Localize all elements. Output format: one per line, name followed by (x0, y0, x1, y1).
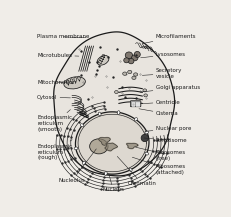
Text: Nuclear pore: Nuclear pore (144, 126, 190, 131)
Polygon shape (104, 143, 117, 151)
Ellipse shape (125, 52, 132, 59)
Text: Centriole: Centriole (140, 100, 180, 105)
Ellipse shape (142, 89, 146, 92)
Ellipse shape (82, 161, 85, 164)
Ellipse shape (98, 112, 101, 116)
Ellipse shape (133, 73, 137, 76)
Text: Chromatin: Chromatin (117, 156, 155, 186)
Ellipse shape (129, 168, 131, 171)
Ellipse shape (89, 139, 108, 154)
Ellipse shape (134, 51, 140, 58)
Ellipse shape (123, 58, 128, 63)
Text: Plasma membrane: Plasma membrane (37, 35, 89, 39)
Text: Microtubules: Microtubules (37, 53, 79, 58)
Text: Endoplasmic
reticulum
(smooth): Endoplasmic reticulum (smooth) (37, 110, 72, 132)
Text: Lysosomes: Lysosomes (140, 52, 185, 58)
FancyBboxPatch shape (130, 101, 140, 107)
Text: Cisterna: Cisterna (138, 109, 178, 116)
Ellipse shape (74, 147, 78, 150)
Text: Endoplasmic
reticulum
(rough): Endoplasmic reticulum (rough) (37, 140, 72, 161)
Ellipse shape (144, 152, 148, 155)
Text: Secretory
vesicle: Secretory vesicle (142, 68, 181, 79)
Text: Cytosol: Cytosol (37, 95, 70, 100)
Ellipse shape (104, 172, 107, 175)
Ellipse shape (114, 90, 118, 94)
Ellipse shape (127, 70, 131, 74)
Polygon shape (75, 112, 148, 174)
Text: Nucleus: Nucleus (102, 174, 124, 192)
Ellipse shape (80, 124, 83, 127)
Text: Microfilaments: Microfilaments (142, 35, 195, 44)
Polygon shape (54, 32, 174, 176)
Ellipse shape (97, 56, 108, 65)
Ellipse shape (117, 111, 119, 114)
Text: Golgi apparatus: Golgi apparatus (140, 85, 199, 92)
Ellipse shape (122, 72, 126, 75)
Polygon shape (98, 138, 110, 145)
Ellipse shape (131, 76, 135, 79)
Ellipse shape (144, 131, 148, 134)
Ellipse shape (131, 55, 137, 61)
Text: Ribosomes
(free): Ribosomes (free) (135, 147, 185, 161)
Ellipse shape (128, 58, 133, 64)
Text: Nucleolus: Nucleolus (58, 149, 96, 183)
Text: Peroxisome: Peroxisome (143, 138, 186, 143)
Ellipse shape (143, 94, 147, 97)
Text: Mitochondrion: Mitochondrion (37, 79, 76, 84)
Ellipse shape (140, 134, 148, 142)
Polygon shape (126, 143, 137, 149)
Text: Ribosomes
(attached): Ribosomes (attached) (132, 157, 185, 175)
Ellipse shape (64, 77, 85, 89)
Ellipse shape (134, 118, 137, 121)
